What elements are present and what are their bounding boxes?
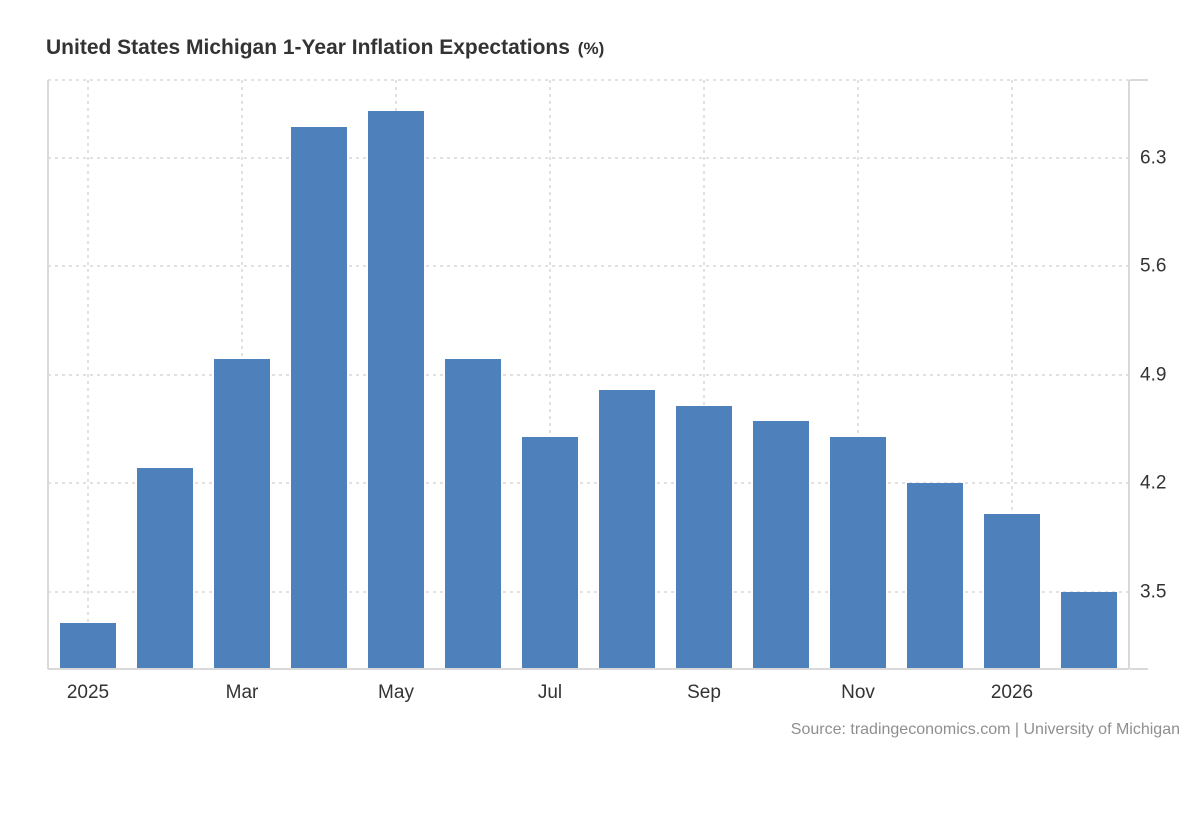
x-axis-tick-label: Sep xyxy=(687,682,721,703)
bar[interactable] xyxy=(753,421,809,669)
x-axis-tick-label: Jul xyxy=(537,682,563,703)
source-attribution: Source: tradingeconomics.com | Universit… xyxy=(790,721,1180,738)
y-gridline xyxy=(48,373,1129,376)
y-axis-tick-label: 3.5 xyxy=(1140,581,1167,602)
y-axis-tick-label: 5.6 xyxy=(1140,255,1167,277)
x-gridline xyxy=(703,80,705,669)
bar[interactable] xyxy=(984,514,1040,669)
x-axis-tick-label: Nov xyxy=(841,682,875,703)
bar[interactable] xyxy=(676,405,732,669)
y-axis-tick-label: 4.9 xyxy=(1140,364,1167,385)
x-axis-tick-label: May xyxy=(378,682,414,703)
y-axis-tick-label: 6.3 xyxy=(1140,147,1167,168)
bar[interactable] xyxy=(1061,591,1117,669)
x-gridline xyxy=(87,80,89,669)
bar[interactable] xyxy=(830,436,886,669)
chart-title-text: United States Michigan 1-Year Inflation … xyxy=(46,36,570,59)
bar[interactable] xyxy=(907,483,963,669)
x-axis-tick-label: 2026 xyxy=(990,682,1034,703)
x-gridline xyxy=(549,80,551,669)
y-gridline xyxy=(48,482,1129,484)
y-axis-line-right xyxy=(1128,80,1130,669)
y-axis-bottom-tick xyxy=(1130,668,1148,670)
x-axis-tick-label: Mar xyxy=(225,682,259,703)
plot-area xyxy=(47,79,1148,670)
bar[interactable] xyxy=(368,111,424,669)
y-gridline xyxy=(48,156,1129,159)
y-axis-tick-label: 4.2 xyxy=(1140,472,1167,494)
bar[interactable] xyxy=(599,390,655,669)
bar[interactable] xyxy=(291,126,347,669)
x-axis-line xyxy=(48,668,1129,670)
x-gridline xyxy=(857,80,859,669)
plot-top-border xyxy=(48,79,1129,81)
bar[interactable] xyxy=(60,622,116,669)
chart-title-unit: (%) xyxy=(577,39,605,58)
bar[interactable] xyxy=(137,467,193,669)
y-axis-line-left xyxy=(47,80,49,669)
x-gridline xyxy=(1011,80,1013,669)
y-axis-top-tick xyxy=(1130,79,1148,81)
y-gridline xyxy=(48,590,1129,593)
chart-title: United States Michigan 1-Year Inflation … xyxy=(46,36,604,60)
bar[interactable] xyxy=(522,436,578,669)
x-axis-labels: 2025 Mar May Jul Sep Nov 2026 xyxy=(48,679,1129,709)
bar[interactable] xyxy=(214,359,270,669)
y-axis-labels: 6.3 5.6 4.9 4.2 3.5 xyxy=(1140,80,1198,669)
y-gridline xyxy=(48,265,1129,267)
x-axis-tick-label: 2025 xyxy=(66,682,110,703)
bar[interactable] xyxy=(445,359,501,669)
